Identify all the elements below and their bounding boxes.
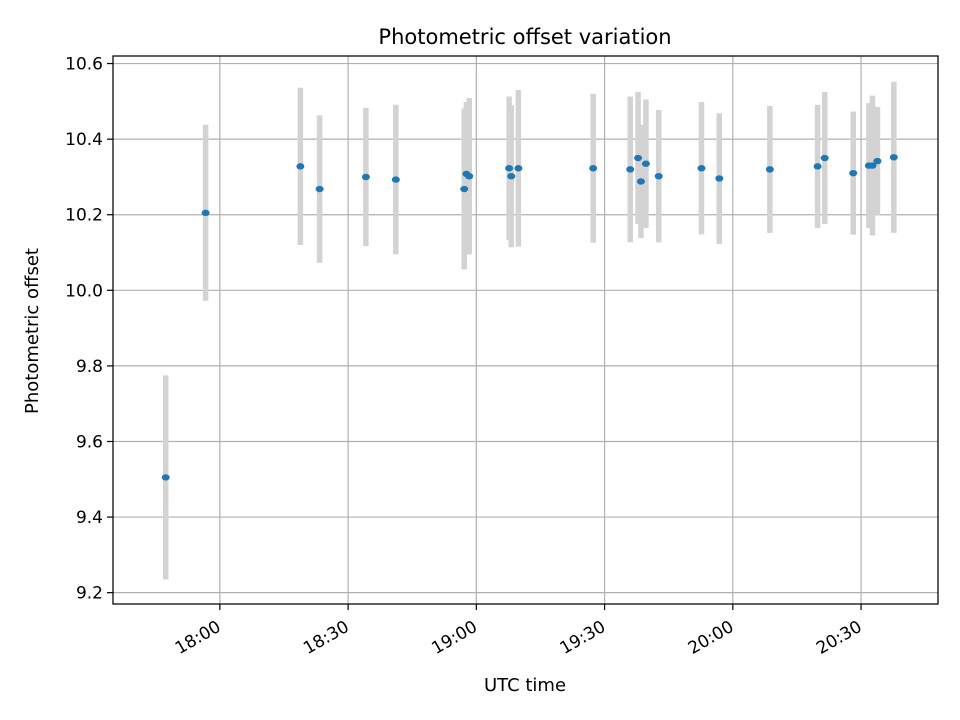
data-point (296, 163, 305, 170)
y-tick-label: 9.8 (76, 357, 103, 377)
y-tick-label: 10.0 (65, 281, 103, 301)
x-axis-label: UTC time (484, 675, 566, 696)
y-axis-label: Photometric offset (22, 248, 43, 414)
data-point (813, 163, 822, 170)
data-point (361, 173, 370, 181)
data-point (765, 166, 774, 173)
data-point (391, 176, 400, 183)
data-point (873, 157, 882, 165)
data-point (505, 165, 514, 172)
data-point (889, 154, 898, 161)
data-point (201, 209, 210, 217)
data-point (697, 165, 706, 172)
data-point (715, 175, 724, 182)
y-tick-label: 10.2 (65, 206, 103, 226)
y-tick-label: 9.4 (76, 508, 103, 528)
data-point (315, 185, 324, 193)
data-point (654, 172, 663, 180)
y-tick-label: 9.2 (76, 584, 103, 604)
grid (113, 56, 938, 604)
data-point (868, 162, 877, 169)
data-point (589, 165, 598, 172)
y-tick-label: 10.6 (65, 55, 103, 75)
plot-frame (112, 55, 939, 605)
y-tick-label: 9.6 (76, 432, 103, 452)
data-point (641, 160, 650, 167)
data-point (460, 185, 469, 193)
data-point (636, 178, 645, 185)
data-point (507, 172, 516, 180)
data-point (514, 165, 523, 172)
y-tick-label: 10.4 (65, 130, 103, 150)
data-point (849, 169, 858, 177)
data-point (634, 154, 643, 162)
data-point (465, 172, 474, 180)
data-point (626, 166, 635, 173)
data-point (820, 154, 829, 162)
y-axis-ticks: 9.2 9.4 9.6 9.8 10.0 10.2 10.4 10.6 (65, 55, 113, 604)
chart-title: Photometric offset variation (378, 25, 671, 49)
data-point (161, 474, 170, 481)
data-points (161, 154, 898, 481)
